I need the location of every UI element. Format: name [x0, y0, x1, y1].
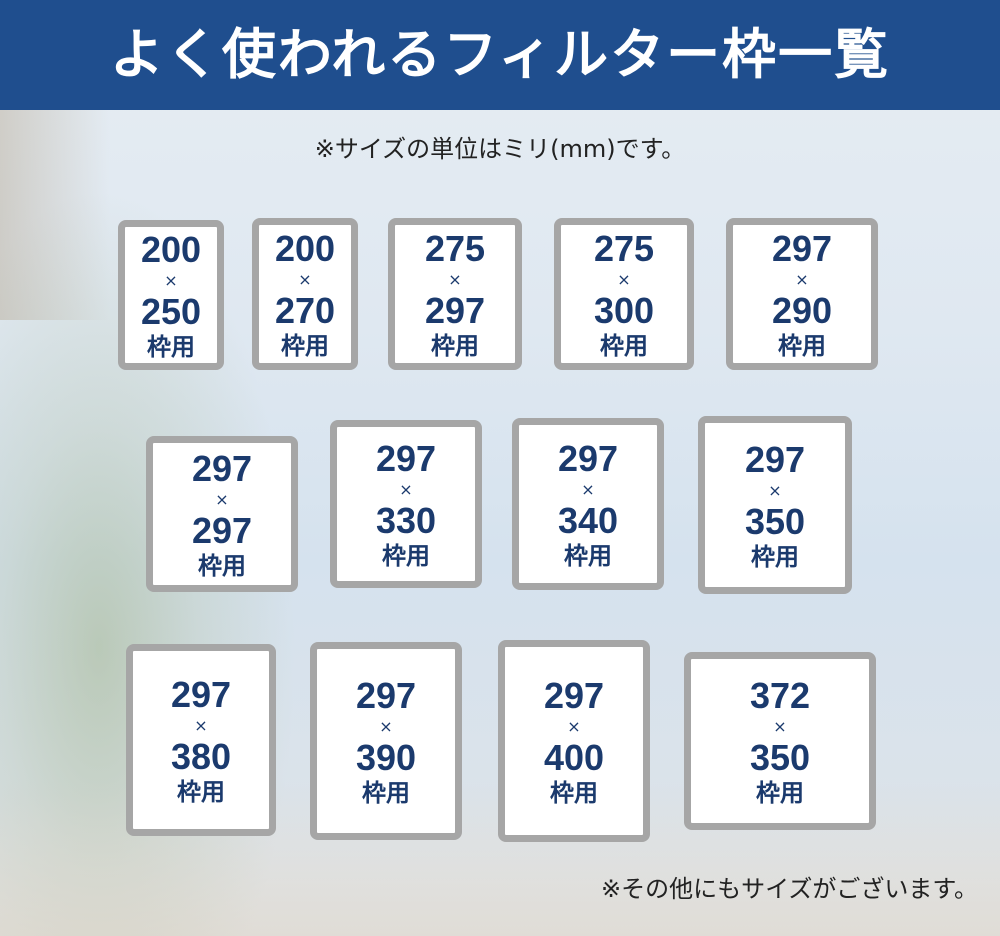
- frame-label: 枠用: [147, 333, 195, 362]
- filter-size-card: 297 × 400 枠用: [498, 640, 650, 842]
- times-sign: ×: [298, 270, 312, 289]
- frame-label: 枠用: [198, 552, 246, 581]
- filter-size-card: 297 × 330 枠用: [330, 420, 482, 588]
- size-height: 270: [274, 290, 336, 332]
- filter-size-card: 200 × 270 枠用: [252, 218, 358, 370]
- size-height: 390: [355, 737, 417, 779]
- filter-size-card: 275 × 300 枠用: [554, 218, 694, 370]
- filter-size-card: 275 × 297 枠用: [388, 218, 522, 370]
- size-width: 297: [375, 437, 437, 479]
- frame-label: 枠用: [778, 332, 826, 361]
- size-width: 275: [424, 227, 486, 269]
- frame-label: 枠用: [751, 543, 799, 572]
- size-width: 297: [557, 437, 619, 479]
- times-sign: ×: [567, 717, 581, 736]
- size-width: 297: [355, 674, 417, 716]
- frame-label: 枠用: [382, 542, 430, 571]
- size-height: 297: [424, 290, 486, 332]
- size-width: 200: [140, 228, 202, 270]
- size-height: 297: [191, 510, 253, 552]
- filter-size-card: 200 × 250 枠用: [118, 220, 224, 370]
- size-height: 350: [744, 501, 806, 543]
- times-sign: ×: [215, 490, 229, 509]
- size-width: 297: [543, 674, 605, 716]
- size-height: 400: [543, 737, 605, 779]
- filter-size-card: 372 × 350 枠用: [684, 652, 876, 830]
- header-banner: よく使われるフィルター枠一覧: [0, 0, 1000, 110]
- times-sign: ×: [768, 481, 782, 500]
- times-sign: ×: [795, 270, 809, 289]
- unit-note: ※サイズの単位はミリ(mm)です。: [314, 135, 686, 163]
- size-height: 290: [771, 290, 833, 332]
- page-title: よく使われるフィルター枠一覧: [109, 23, 891, 86]
- frame-label: 枠用: [600, 332, 648, 361]
- filter-size-card: 297 × 340 枠用: [512, 418, 664, 590]
- size-height: 380: [170, 736, 232, 778]
- times-sign: ×: [379, 717, 393, 736]
- frame-label: 枠用: [281, 332, 329, 361]
- frame-label: 枠用: [431, 332, 479, 361]
- filter-size-card: 297 × 290 枠用: [726, 218, 878, 370]
- size-width: 297: [170, 673, 232, 715]
- size-height: 300: [593, 290, 655, 332]
- filter-size-card: 297 × 350 枠用: [698, 416, 852, 594]
- frame-label: 枠用: [550, 779, 598, 808]
- times-sign: ×: [399, 480, 413, 499]
- frame-label: 枠用: [362, 779, 410, 808]
- frame-label: 枠用: [564, 542, 612, 571]
- times-sign: ×: [194, 716, 208, 735]
- size-width: 297: [191, 447, 253, 489]
- size-height: 350: [749, 737, 811, 779]
- size-width: 275: [593, 227, 655, 269]
- size-height: 340: [557, 500, 619, 542]
- size-width: 200: [274, 227, 336, 269]
- size-height: 250: [140, 291, 202, 333]
- frame-label: 枠用: [177, 778, 225, 807]
- times-sign: ×: [164, 271, 178, 290]
- times-sign: ×: [773, 717, 787, 736]
- times-sign: ×: [448, 270, 462, 289]
- times-sign: ×: [581, 480, 595, 499]
- size-width: 297: [771, 227, 833, 269]
- size-width: 372: [749, 674, 811, 716]
- frame-label: 枠用: [756, 779, 804, 808]
- size-width: 297: [744, 438, 806, 480]
- filter-size-card: 297 × 297 枠用: [146, 436, 298, 592]
- background-shelf: [0, 110, 110, 320]
- other-sizes-note: ※その他にもサイズがございます。: [601, 875, 978, 903]
- size-height: 330: [375, 500, 437, 542]
- times-sign: ×: [617, 270, 631, 289]
- filter-size-card: 297 × 390 枠用: [310, 642, 462, 840]
- filter-size-card: 297 × 380 枠用: [126, 644, 276, 836]
